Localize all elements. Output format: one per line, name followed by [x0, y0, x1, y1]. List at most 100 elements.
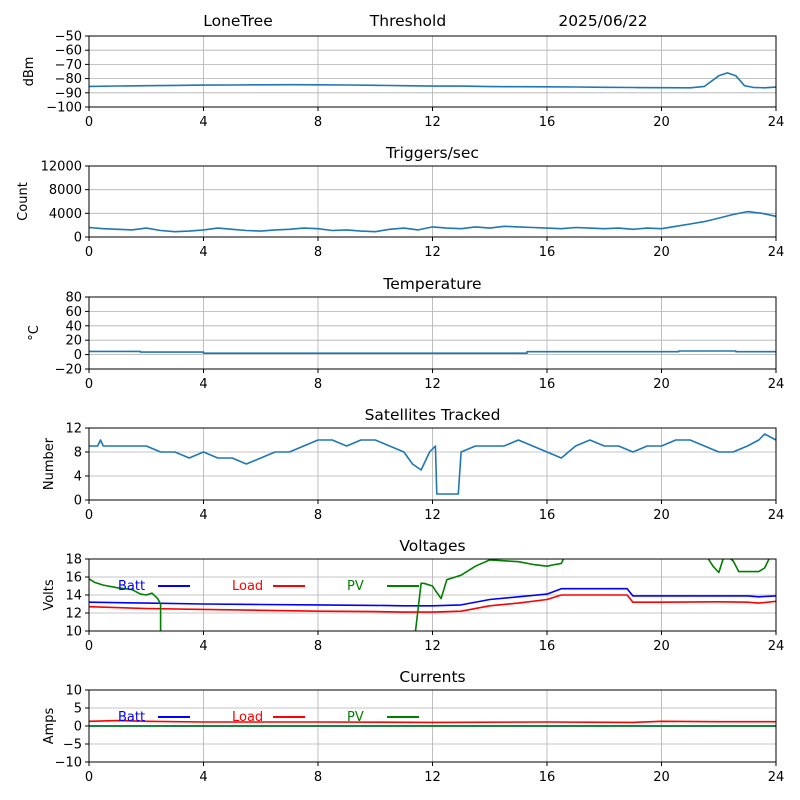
y-tick-label: 80: [65, 291, 82, 306]
x-tick-label: 24: [768, 377, 785, 392]
y-tick-label: 20: [65, 334, 82, 349]
y-tick-label: 12: [65, 422, 82, 437]
y-tick-label: −10: [55, 756, 82, 771]
x-tick-label: 4: [199, 377, 207, 392]
x-tick-label: 4: [199, 245, 207, 260]
y-tick-label: −100: [46, 101, 82, 116]
x-tick-label: 24: [768, 245, 785, 260]
x-tick-label: 0: [85, 115, 93, 130]
y-tick-label: −70: [55, 58, 82, 73]
y-tick-label: 8000: [49, 183, 82, 198]
series-line-0: [89, 433, 776, 495]
x-tick-label: 20: [653, 377, 670, 392]
x-tick-label: 0: [85, 639, 93, 654]
y-tick-label: 4000: [49, 207, 82, 222]
y-tick-label: 10: [65, 625, 82, 640]
legend-label-pv: PV: [347, 710, 364, 725]
series-line-pv: [89, 559, 770, 631]
y-tick-label: 40: [65, 319, 82, 334]
y-tick-label: 0: [74, 231, 82, 246]
y-tick-label: −5: [63, 738, 82, 753]
x-tick-label: 8: [314, 508, 322, 523]
x-tick-label: 16: [539, 639, 556, 654]
y-axis-label: Volts: [42, 579, 57, 611]
x-tick-label: 12: [424, 770, 441, 785]
x-tick-label: 0: [85, 770, 93, 785]
x-tick-label: 8: [314, 639, 322, 654]
series-line-0: [89, 350, 776, 354]
series-line-load: [89, 594, 776, 613]
y-tick-label: 4: [74, 470, 82, 485]
x-tick-label: 20: [653, 115, 670, 130]
x-tick-label: 24: [768, 115, 785, 130]
panel-4: 0 4 8 12 16 20 24 10 12 14 16 18 Volts Voltages Batt Lo…: [42, 537, 784, 654]
x-tick-label: 16: [539, 770, 556, 785]
x-tick-label: 20: [653, 508, 670, 523]
y-tick-label: 16: [65, 571, 82, 586]
y-axis-label: Count: [16, 182, 31, 221]
header-mode: Threshold: [369, 12, 446, 30]
panel-1: 0 4 8 12 16 20 24 0 4000 8000 12000 Count Triggers/s…: [16, 144, 784, 260]
y-tick-label: 5: [74, 702, 82, 717]
x-tick-label: 16: [539, 115, 556, 130]
y-axis-label: °C: [27, 325, 42, 341]
y-tick-label: −80: [55, 72, 82, 87]
x-tick-label: 12: [424, 245, 441, 260]
y-tick-label: −50: [55, 30, 82, 45]
x-tick-label: 4: [199, 639, 207, 654]
x-tick-label: 24: [768, 508, 785, 523]
header-date: 2025/06/22: [558, 12, 647, 30]
y-axis-label: dBm: [22, 57, 37, 87]
y-tick-label: −60: [55, 44, 82, 59]
panel-title: Voltages: [399, 537, 465, 555]
x-tick-label: 0: [85, 508, 93, 523]
x-tick-label: 8: [314, 770, 322, 785]
y-tick-label: 10: [65, 684, 82, 699]
series-line-batt: [89, 587, 776, 607]
legend-label-batt: Batt: [118, 710, 145, 725]
series-line-0: [89, 72, 776, 89]
series-line-0: [89, 210, 776, 233]
panel-title: Currents: [399, 668, 465, 686]
x-tick-label: 20: [653, 770, 670, 785]
panel-title: Triggers/sec: [385, 144, 479, 162]
y-tick-label: 0: [74, 720, 82, 735]
x-tick-label: 12: [424, 639, 441, 654]
legend-label-pv: PV: [347, 579, 364, 594]
x-tick-label: 12: [424, 115, 441, 130]
legend-label-batt: Batt: [118, 579, 145, 594]
y-tick-label: 0: [74, 348, 82, 363]
y-tick-label: 12000: [41, 160, 82, 175]
y-axis-label: Number: [42, 437, 57, 490]
y-tick-label: 8: [74, 446, 82, 461]
x-tick-label: 20: [653, 639, 670, 654]
panel-title: Temperature: [382, 275, 481, 293]
y-tick-label: 0: [74, 494, 82, 509]
panel-3: 0 4 8 12 16 20 24 0 4 8 12 Number Satellites Tracked: [42, 406, 784, 523]
y-tick-label: 14: [65, 589, 82, 604]
y-tick-label: 12: [65, 607, 82, 622]
x-tick-label: 4: [199, 770, 207, 785]
y-axis-label: Amps: [42, 707, 57, 744]
x-tick-label: 0: [85, 245, 93, 260]
legend-label-load: Load: [232, 579, 263, 594]
y-tick-label: −20: [55, 363, 82, 378]
x-tick-label: 24: [768, 770, 785, 785]
x-tick-label: 8: [314, 245, 322, 260]
legend-label-load: Load: [232, 710, 263, 725]
x-tick-label: 0: [85, 377, 93, 392]
panel-title: Satellites Tracked: [365, 406, 501, 424]
x-tick-label: 16: [539, 377, 556, 392]
x-tick-label: 20: [653, 245, 670, 260]
x-tick-label: 12: [424, 377, 441, 392]
x-tick-label: 4: [199, 115, 207, 130]
series-line-load: [89, 719, 776, 724]
x-tick-label: 16: [539, 508, 556, 523]
x-tick-label: 16: [539, 245, 556, 260]
x-tick-label: 8: [314, 377, 322, 392]
x-tick-label: 12: [424, 508, 441, 523]
x-tick-label: 4: [199, 508, 207, 523]
x-tick-label: 24: [768, 639, 785, 654]
